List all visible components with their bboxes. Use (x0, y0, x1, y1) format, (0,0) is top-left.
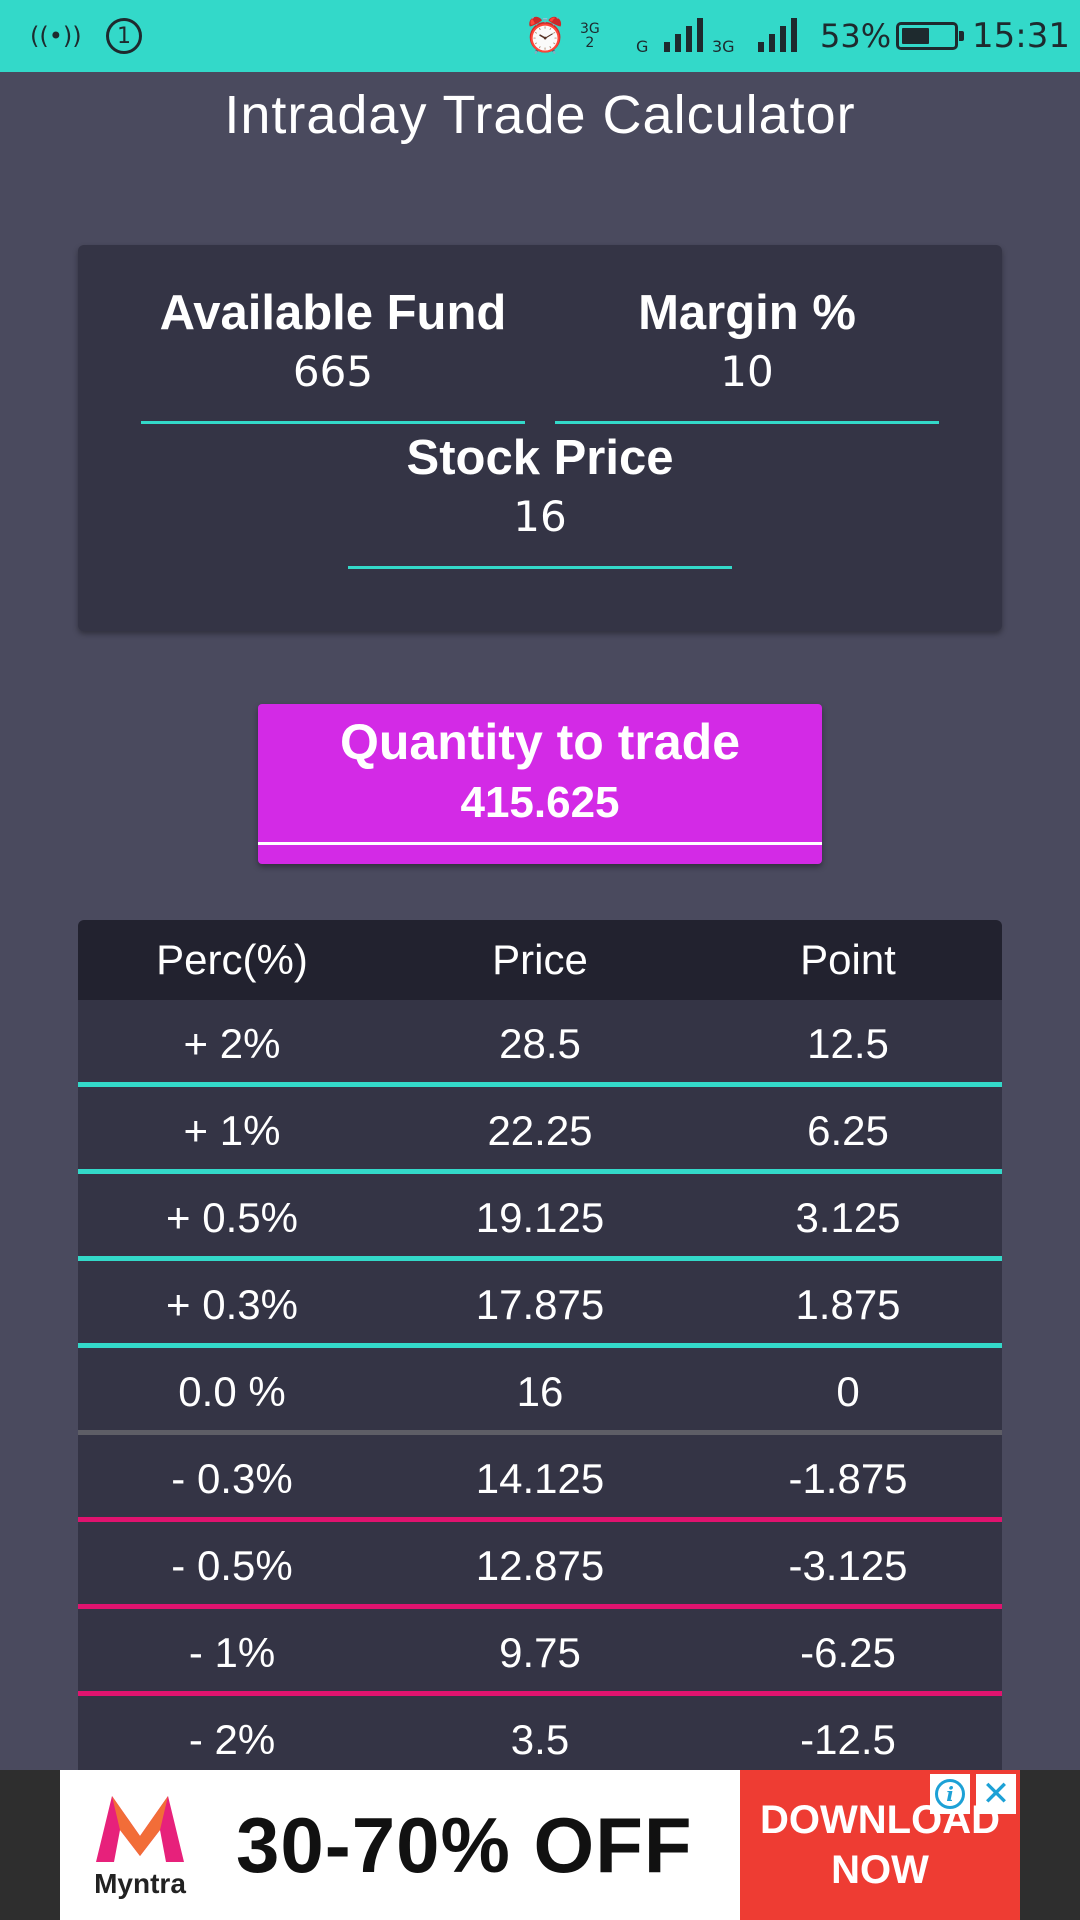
signal-strength-icon (664, 18, 703, 52)
cell-point: 0 (836, 1367, 860, 1415)
cell-perc: 0.0 % (178, 1367, 286, 1415)
hotspot-icon: ((•)) (30, 22, 82, 50)
quantity-label: Quantity to trade (339, 714, 741, 770)
margin-input[interactable]: 10 (720, 347, 774, 396)
notification-count: 1 (106, 18, 142, 54)
network-g-label: G (636, 36, 649, 56)
cell-point: -12.5 (800, 1715, 896, 1763)
available-fund-label: Available Fund (159, 286, 507, 340)
input-card: Available Fund 665 Margin % 10 Stock Pri… (78, 245, 1002, 631)
cell-point: 1.875 (795, 1280, 901, 1328)
battery-icon (896, 22, 964, 50)
ad-banner[interactable]: Myntra 30-70% OFF DOWNLOAD NOW i ✕ (0, 1770, 1080, 1920)
header-price: Price (492, 936, 588, 983)
row-separator (78, 1691, 1002, 1696)
cell-point: 6.25 (807, 1106, 889, 1154)
cell-point: -1.875 (788, 1454, 908, 1502)
network-3g-label: 3G (712, 36, 735, 56)
table-row: - 0.5% 12.875 -3.125 (78, 1522, 1002, 1609)
ad-close-icon[interactable]: ✕ (976, 1774, 1016, 1814)
ad-info-glyph: i (935, 1779, 965, 1809)
row-separator (78, 1082, 1002, 1087)
stock-price-label: Stock Price (406, 431, 674, 485)
cell-perc: + 2% (183, 1019, 281, 1067)
available-fund-field[interactable]: Available Fund 665 (141, 283, 525, 424)
battery-percent: 53% (820, 17, 892, 55)
cell-price: 3.5 (510, 1715, 570, 1763)
cell-price: 19.125 (475, 1193, 605, 1241)
cell-perc: - 0.3% (171, 1454, 293, 1502)
ad-offer-text: 30-70% OFF (236, 1801, 693, 1889)
row-separator (78, 1343, 1002, 1348)
cell-perc: - 2% (188, 1715, 276, 1763)
cell-price: 16 (516, 1367, 564, 1415)
cell-perc: + 0.3% (166, 1280, 298, 1328)
table-row: - 0.3% 14.125 -1.875 (78, 1435, 1002, 1522)
margin-field[interactable]: Margin % 10 (555, 283, 939, 424)
cell-point: 3.125 (795, 1193, 901, 1241)
stock-price-input[interactable]: 16 (513, 492, 567, 541)
margin-underline (555, 421, 939, 424)
cell-perc: - 1% (188, 1628, 276, 1676)
table-row: + 0.5% 19.125 3.125 (78, 1174, 1002, 1261)
table-row: - 1% 9.75 -6.25 (78, 1609, 1002, 1696)
quantity-underline (258, 842, 822, 845)
quantity-value: 415.625 (460, 778, 620, 827)
signal-strength-icon-2 (758, 18, 797, 52)
cell-price: 12.875 (475, 1541, 605, 1589)
quantity-result: Quantity to trade 415.625 (258, 704, 822, 864)
header-point: Point (800, 936, 896, 983)
cell-point: -3.125 (788, 1541, 908, 1589)
ad-download-button[interactable]: DOWNLOAD NOW (740, 1770, 1020, 1920)
table-row: - 2% 3.5 -12.5 (78, 1696, 1002, 1783)
battery-fill (902, 28, 929, 44)
myntra-logo-icon: Myntra (80, 1790, 200, 1910)
row-separator (78, 1604, 1002, 1609)
ad-brand-name: Myntra (94, 1868, 186, 1899)
network-type-sub: 2 (585, 35, 595, 51)
ad-info-icon[interactable]: i (930, 1774, 970, 1814)
row-separator (78, 1256, 1002, 1261)
cell-point: -6.25 (800, 1628, 896, 1676)
available-fund-underline (141, 421, 525, 424)
price-table: Perc(%) Price Point + 2% 28.5 12.5 + 1% 22.2… (78, 920, 1002, 1783)
notification-count-icon: 1 (106, 0, 142, 72)
cell-price: 22.25 (487, 1106, 593, 1154)
row-separator (78, 1169, 1002, 1174)
network-type-icon: 3G 2 (580, 0, 600, 72)
cell-price: 17.875 (475, 1280, 605, 1328)
cell-perc: + 1% (183, 1106, 281, 1154)
row-separator (78, 1517, 1002, 1522)
alarm-icon: ⏰ (524, 16, 567, 56)
myntra-m-icon (96, 1796, 184, 1862)
cell-perc: + 0.5% (166, 1193, 298, 1241)
table-body: + 2% 28.5 12.5 + 1% 22.25 6.25 + 0.5% 19.125 3.1… (78, 1000, 1002, 1783)
table-row: 0.0 % 16 0 (78, 1348, 1002, 1435)
cell-price: 28.5 (499, 1019, 581, 1067)
table-row: + 0.3% 17.875 1.875 (78, 1261, 1002, 1348)
row-separator (78, 1430, 1002, 1435)
table-header: Perc(%) Price Point (78, 920, 1002, 1000)
table-row: + 1% 22.25 6.25 (78, 1087, 1002, 1174)
cell-price: 9.75 (499, 1628, 581, 1676)
stock-price-underline (348, 566, 732, 569)
stock-price-field[interactable]: Stock Price 16 (348, 428, 732, 569)
available-fund-input[interactable]: 665 (292, 347, 374, 396)
clock: 15:31 (972, 16, 1070, 56)
cell-price: 14.125 (475, 1454, 605, 1502)
page-title: Intraday Trade Calculator (224, 85, 856, 145)
ad-content[interactable]: Myntra 30-70% OFF DOWNLOAD NOW i ✕ (60, 1770, 1020, 1920)
margin-label: Margin % (638, 286, 856, 340)
table-row: + 2% 28.5 12.5 (78, 1000, 1002, 1087)
cell-perc: - 0.5% (171, 1541, 293, 1589)
status-bar: ((•)) 1 ⏰ 3G 2 G 3G 53% 15:31 (0, 0, 1080, 72)
header-perc: Perc(%) (156, 936, 308, 983)
network-type-label: 3G (580, 21, 600, 37)
cell-point: 12.5 (807, 1019, 889, 1067)
ad-cta-line2: NOW (831, 1848, 929, 1892)
